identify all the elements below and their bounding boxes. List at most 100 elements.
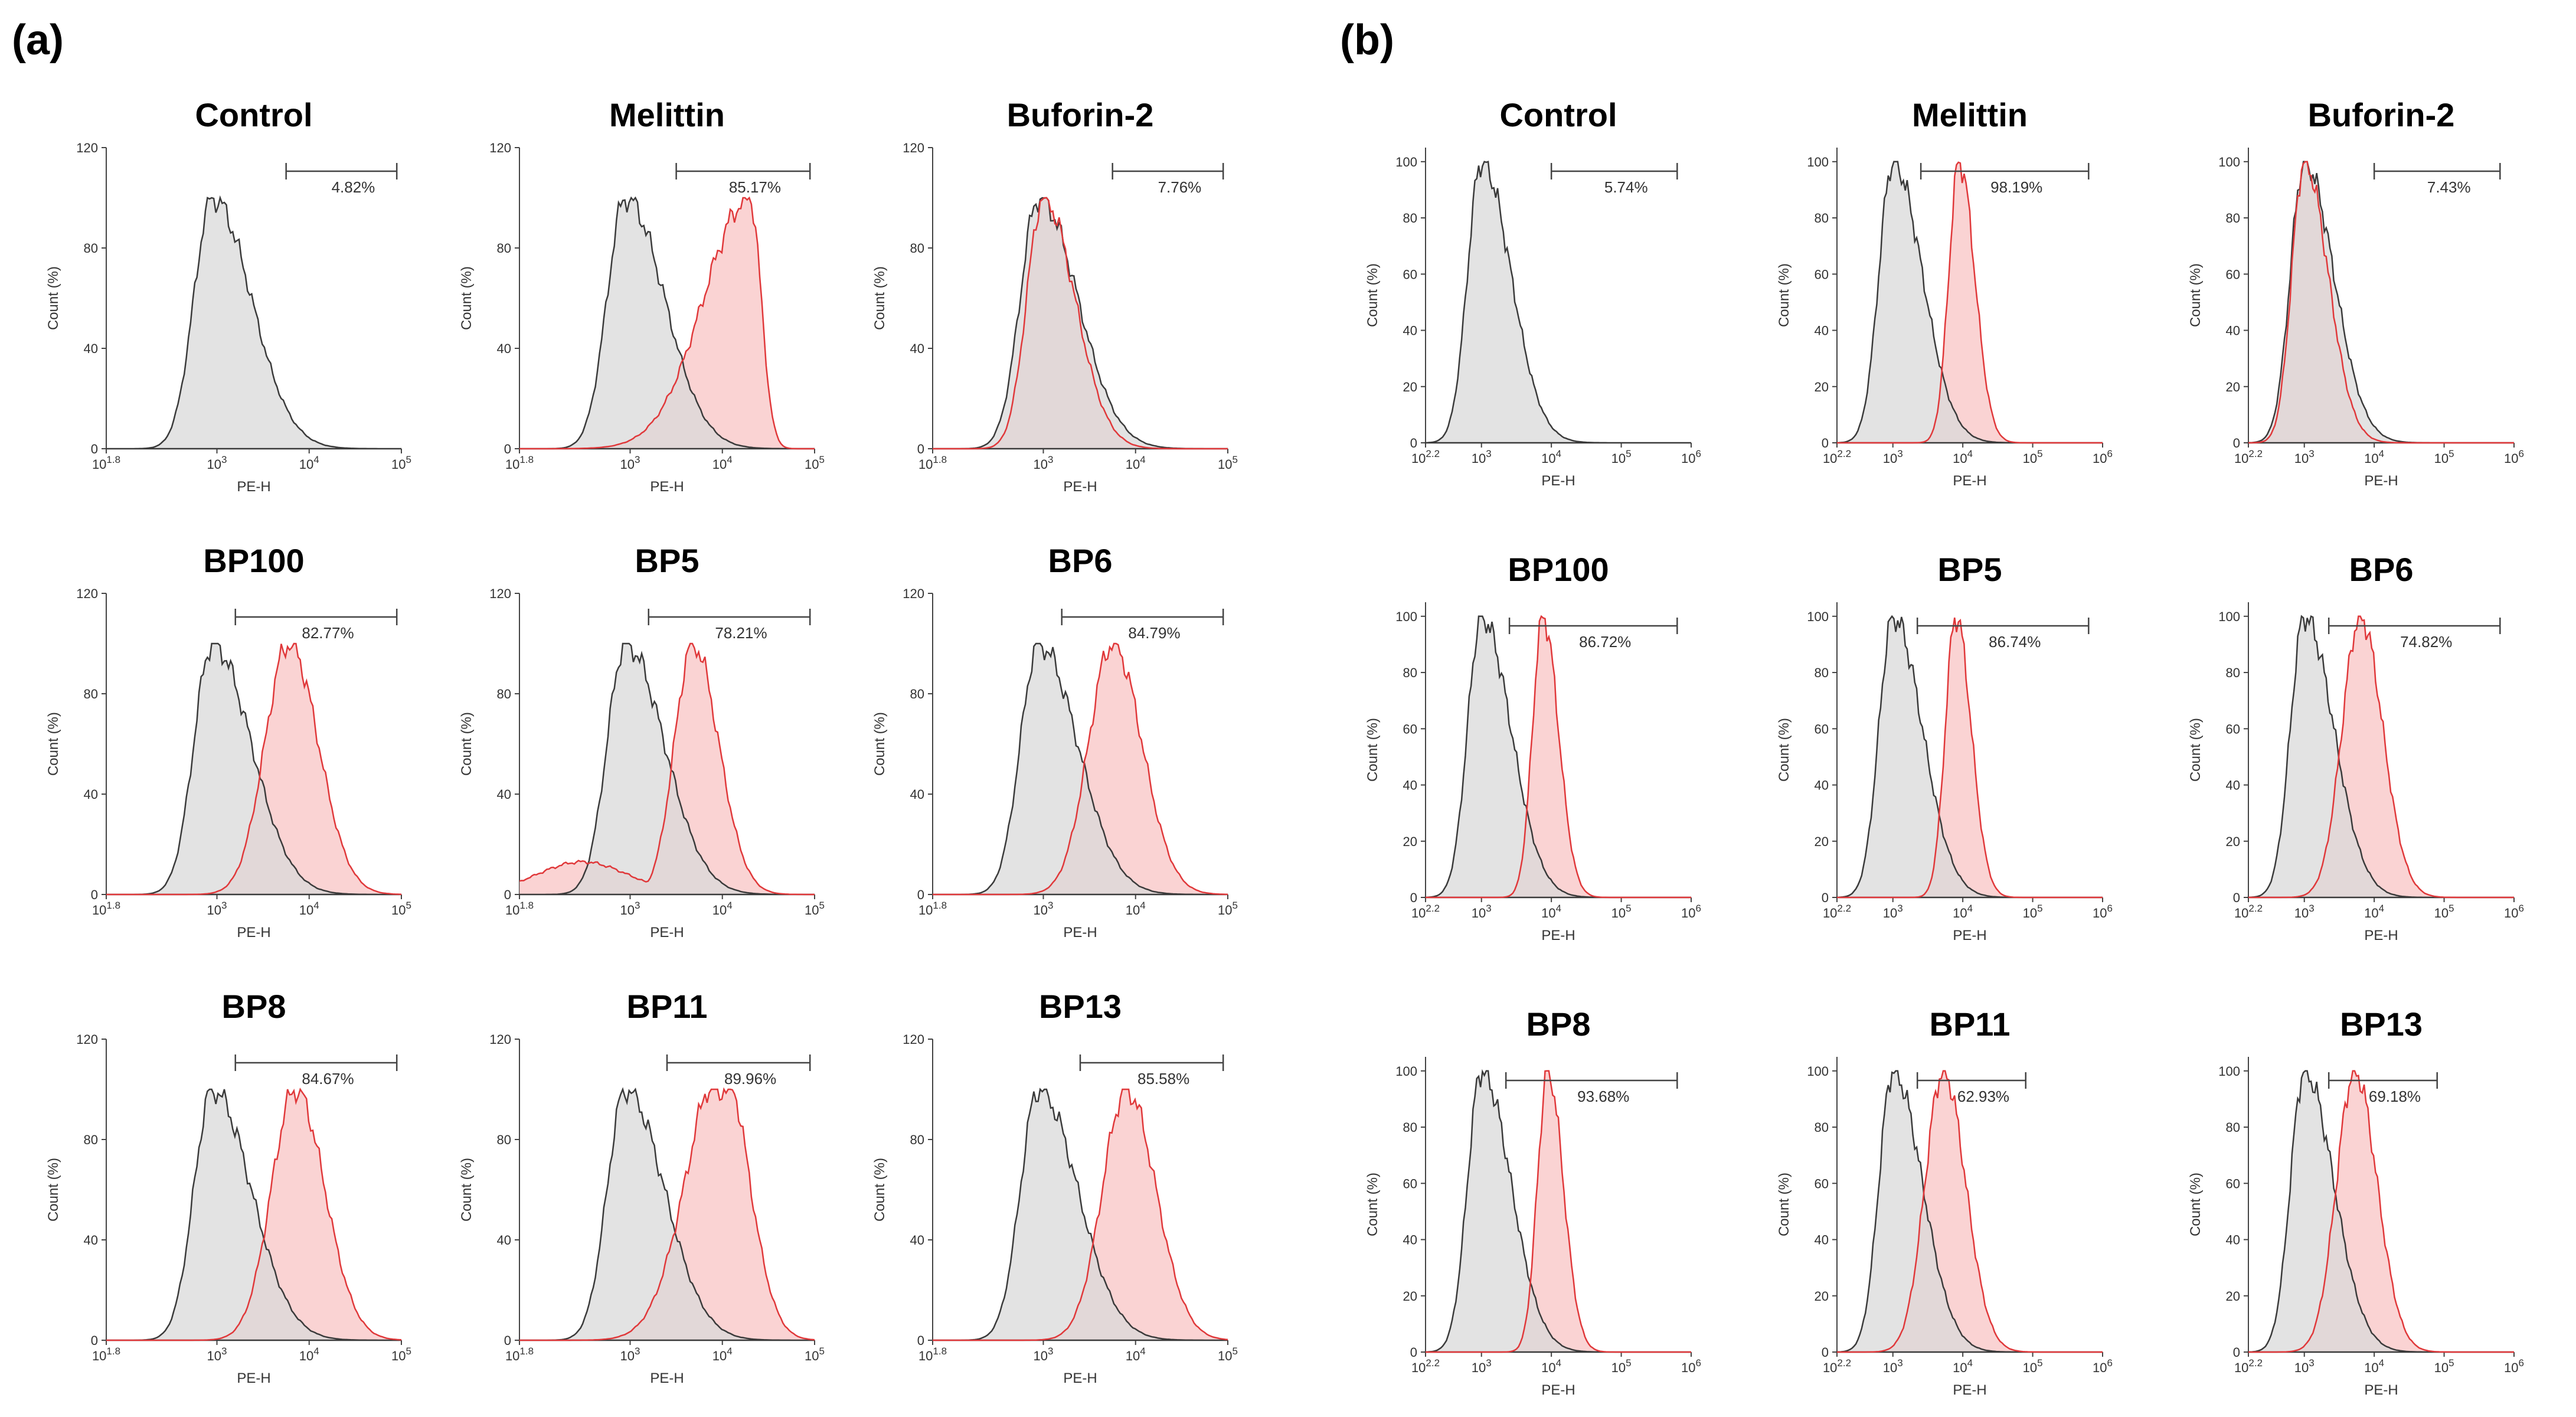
gate-percent: 5.74% bbox=[1604, 178, 1648, 196]
x-tick-exponent: 4 bbox=[313, 454, 319, 465]
x-tick-label: 106 bbox=[2504, 1357, 2524, 1375]
x-tick-base: 10 bbox=[2434, 906, 2448, 920]
x-tick-exponent: 3 bbox=[1048, 900, 1053, 911]
y-tick-label: 40 bbox=[1403, 324, 1417, 338]
x-tick-base: 10 bbox=[1823, 451, 1837, 466]
treated-histogram-line bbox=[1426, 1070, 1691, 1353]
x-tick-label: 106 bbox=[1681, 903, 1701, 920]
y-axis-label: Count (%) bbox=[459, 1158, 475, 1222]
gate-percent: 84.67% bbox=[302, 1070, 354, 1088]
x-tick-exponent: 2.2 bbox=[2248, 903, 2263, 914]
y-tick-label: 80 bbox=[84, 1132, 98, 1147]
x-tick-base: 10 bbox=[1034, 457, 1048, 472]
y-axis-label: Count (%) bbox=[2188, 263, 2204, 327]
x-tick-exponent: 1.8 bbox=[106, 900, 120, 911]
x-tick-base: 10 bbox=[2093, 906, 2107, 920]
x-tick-label: 104 bbox=[1953, 903, 1973, 920]
x-tick-label: 103 bbox=[1883, 903, 1903, 920]
x-tick-base: 10 bbox=[2294, 451, 2309, 466]
y-tick-label: 40 bbox=[2226, 778, 2240, 793]
plot-title: Buforin-2 bbox=[2308, 96, 2455, 133]
x-tick-exponent: 4 bbox=[1967, 448, 1973, 459]
y-tick-label: 100 bbox=[1395, 1064, 1417, 1079]
y-tick-label: 80 bbox=[2226, 1120, 2240, 1135]
x-tick-exponent: 4 bbox=[727, 1346, 732, 1357]
gate-percent: 93.68% bbox=[1577, 1088, 1629, 1105]
treated-histogram-fill bbox=[1837, 618, 2103, 897]
treated-histogram-line bbox=[519, 1087, 815, 1341]
x-tick-base: 10 bbox=[1883, 906, 1897, 920]
x-tick-label: 105 bbox=[2023, 1357, 2043, 1375]
treated-histogram-line bbox=[519, 196, 815, 450]
x-tick-base: 10 bbox=[2504, 1360, 2518, 1375]
x-tick-label: 105 bbox=[805, 1346, 825, 1363]
x-tick-exponent: 6 bbox=[2519, 1357, 2524, 1369]
y-tick-label: 80 bbox=[497, 687, 511, 701]
x-tick-base: 10 bbox=[1411, 451, 1426, 466]
x-tick-exponent: 5 bbox=[406, 454, 411, 465]
treated-histogram-fill bbox=[106, 1089, 401, 1340]
plot-title: BP13 bbox=[2340, 1005, 2423, 1043]
x-tick-label: 105 bbox=[2434, 448, 2454, 466]
x-tick-exponent: 4 bbox=[727, 900, 732, 911]
y-axis-label: Count (%) bbox=[1776, 718, 1792, 782]
treated-histogram-line bbox=[1837, 617, 2103, 899]
x-tick-exponent: 6 bbox=[2519, 448, 2524, 459]
y-tick-label: 40 bbox=[910, 341, 924, 356]
y-tick-label: 100 bbox=[1807, 155, 1829, 169]
x-tick-exponent: 6 bbox=[1696, 448, 1701, 459]
y-tick-label: 20 bbox=[1403, 834, 1417, 849]
x-tick-exponent: 4 bbox=[1967, 903, 1973, 914]
x-tick-base: 10 bbox=[2234, 1360, 2248, 1375]
y-tick-label: 0 bbox=[1822, 890, 1829, 905]
x-tick-exponent: 2.2 bbox=[2248, 1357, 2263, 1369]
x-axis-label: PE-H bbox=[237, 1370, 270, 1386]
x-tick-label: 105 bbox=[2023, 903, 2043, 920]
y-axis-label: Count (%) bbox=[1365, 263, 1381, 327]
y-tick-label: 80 bbox=[910, 687, 924, 701]
x-tick-label: 101.8 bbox=[918, 454, 947, 472]
plot-title: BP5 bbox=[1938, 551, 2002, 588]
x-tick-exponent: 3 bbox=[2309, 1357, 2314, 1369]
x-tick-base: 10 bbox=[1126, 457, 1140, 472]
x-tick-label: 103 bbox=[2294, 1357, 2315, 1375]
x-tick-exponent: 3 bbox=[1897, 448, 1902, 459]
y-tick-label: 0 bbox=[91, 1333, 98, 1348]
gate-percent: 86.72% bbox=[1579, 633, 1631, 651]
y-tick-label: 40 bbox=[84, 1233, 98, 1248]
x-tick-label: 102.2 bbox=[2234, 903, 2263, 920]
y-tick-label: 20 bbox=[2226, 834, 2240, 849]
plot-title: BP6 bbox=[1048, 542, 1113, 579]
y-axis-label: Count (%) bbox=[459, 712, 475, 776]
y-tick-label: 40 bbox=[497, 787, 511, 802]
x-tick-label: 105 bbox=[1218, 454, 1238, 472]
x-tick-base: 10 bbox=[2023, 1360, 2037, 1375]
treated-histogram-fill bbox=[2248, 616, 2514, 897]
plot-title: BP8 bbox=[1526, 1005, 1591, 1043]
y-tick-label: 0 bbox=[1822, 436, 1829, 450]
x-tick-exponent: 5 bbox=[1233, 454, 1238, 465]
x-axis-label: PE-H bbox=[650, 1370, 684, 1386]
x-tick-base: 10 bbox=[1218, 457, 1232, 472]
plot-title: BP13 bbox=[1039, 988, 1122, 1025]
x-tick-label: 104 bbox=[2364, 1357, 2384, 1375]
x-tick-base: 10 bbox=[1953, 906, 1967, 920]
x-axis-label: PE-H bbox=[1063, 479, 1097, 495]
x-tick-base: 10 bbox=[1126, 903, 1140, 918]
x-tick-label: 101.8 bbox=[92, 454, 120, 472]
gate-percent: 98.19% bbox=[1990, 178, 2042, 196]
plot-title: Control bbox=[195, 96, 312, 133]
x-tick-exponent: 3 bbox=[1048, 454, 1053, 465]
y-tick-label: 40 bbox=[910, 787, 924, 802]
x-tick-label: 102.2 bbox=[2234, 1357, 2263, 1375]
x-tick-label: 104 bbox=[2364, 448, 2384, 466]
x-tick-exponent: 3 bbox=[2309, 903, 2314, 914]
y-axis-label: Count (%) bbox=[459, 266, 475, 330]
x-tick-exponent: 5 bbox=[819, 454, 825, 465]
x-tick-exponent: 4 bbox=[2379, 1357, 2384, 1369]
